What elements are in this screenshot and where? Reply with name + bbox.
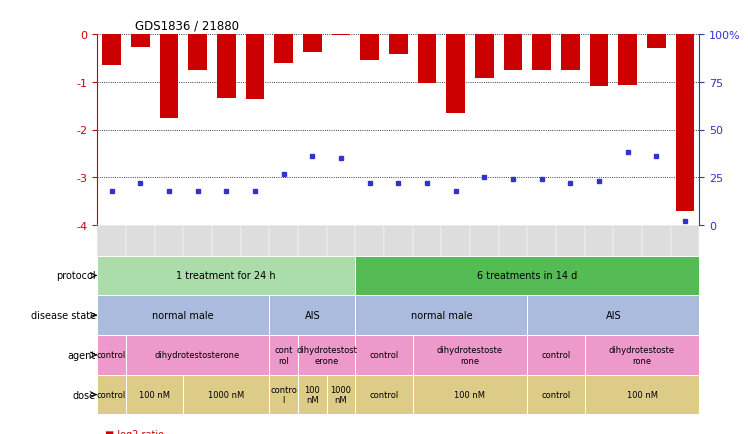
Bar <box>241 226 269 287</box>
Bar <box>413 226 441 287</box>
Text: 100
nM: 100 nM <box>304 385 320 404</box>
Bar <box>245 35 264 100</box>
Bar <box>126 375 183 414</box>
Bar <box>613 226 642 287</box>
Text: dose: dose <box>73 390 96 400</box>
Bar <box>131 35 150 48</box>
Text: contro
l: contro l <box>270 385 297 404</box>
Bar <box>183 226 212 287</box>
Text: 1000
nM: 1000 nM <box>331 385 352 404</box>
Bar <box>298 375 327 414</box>
Bar <box>303 35 322 53</box>
Bar <box>269 335 298 375</box>
Bar <box>298 335 355 375</box>
Bar <box>97 226 126 287</box>
Bar <box>269 375 298 414</box>
Text: AIS: AIS <box>304 310 320 320</box>
Bar <box>97 296 269 335</box>
Text: cont
rol: cont rol <box>275 345 292 365</box>
Bar <box>102 35 121 66</box>
Text: 100 nM: 100 nM <box>139 390 170 399</box>
Bar <box>556 226 585 287</box>
Text: control: control <box>97 351 126 359</box>
Bar <box>527 335 585 375</box>
Bar <box>275 35 293 63</box>
Bar <box>389 35 408 55</box>
Bar <box>159 35 178 118</box>
Bar <box>361 35 379 61</box>
Bar <box>126 335 269 375</box>
Bar <box>675 35 694 211</box>
Text: normal male: normal male <box>153 310 214 320</box>
Text: 6 treatments in 14 d: 6 treatments in 14 d <box>477 271 577 281</box>
Text: control: control <box>370 390 399 399</box>
Bar <box>384 226 413 287</box>
Bar <box>298 226 327 287</box>
Bar <box>155 226 183 287</box>
Text: dihydrotestoste
rone: dihydrotestoste rone <box>609 345 675 365</box>
Bar <box>527 375 585 414</box>
Bar <box>183 375 269 414</box>
Text: dihydrotestosterone: dihydrotestosterone <box>155 351 240 359</box>
Bar <box>413 335 527 375</box>
Bar <box>561 35 580 70</box>
Bar <box>447 35 465 113</box>
Text: dihydrotestost
erone: dihydrotestost erone <box>296 345 357 365</box>
Bar <box>355 375 413 414</box>
Text: control: control <box>370 351 399 359</box>
Bar <box>499 226 527 287</box>
Bar <box>355 296 527 335</box>
Bar <box>217 35 236 99</box>
Bar <box>355 256 699 296</box>
Text: AIS: AIS <box>606 310 621 320</box>
Text: dihydrotestoste
rone: dihydrotestoste rone <box>437 345 503 365</box>
Text: disease state: disease state <box>31 310 96 320</box>
Bar <box>589 35 608 87</box>
Bar <box>269 226 298 287</box>
Bar <box>417 35 436 84</box>
Bar <box>355 226 384 287</box>
Text: 100 nM: 100 nM <box>627 390 657 399</box>
Bar <box>585 226 613 287</box>
Bar <box>97 256 355 296</box>
Text: 100 nM: 100 nM <box>455 390 485 399</box>
Bar <box>126 226 155 287</box>
Bar <box>585 375 699 414</box>
Text: control: control <box>542 351 571 359</box>
Text: control: control <box>97 390 126 399</box>
Bar <box>475 35 494 79</box>
Bar <box>533 35 551 70</box>
Bar <box>269 296 355 335</box>
Bar <box>619 35 637 86</box>
Bar <box>585 335 699 375</box>
Bar <box>327 375 355 414</box>
Bar <box>212 226 241 287</box>
Text: normal male: normal male <box>411 310 472 320</box>
Bar <box>331 35 350 36</box>
Bar <box>503 35 522 70</box>
Bar <box>97 335 126 375</box>
Text: protocol: protocol <box>56 271 96 281</box>
Bar <box>327 226 355 287</box>
Bar <box>441 226 470 287</box>
Text: agent: agent <box>67 350 96 360</box>
Text: ■ log2 ratio: ■ log2 ratio <box>105 429 164 434</box>
Bar <box>527 296 699 335</box>
Bar <box>671 226 699 287</box>
Bar <box>642 226 671 287</box>
Bar <box>470 226 499 287</box>
Bar <box>97 375 126 414</box>
Text: 1 treatment for 24 h: 1 treatment for 24 h <box>177 271 276 281</box>
Bar <box>647 35 666 49</box>
Bar <box>188 35 207 70</box>
Bar <box>413 375 527 414</box>
Text: 1000 nM: 1000 nM <box>208 390 245 399</box>
Bar <box>527 226 556 287</box>
Text: GDS1836 / 21880: GDS1836 / 21880 <box>135 20 239 33</box>
Bar <box>355 335 413 375</box>
Text: control: control <box>542 390 571 399</box>
